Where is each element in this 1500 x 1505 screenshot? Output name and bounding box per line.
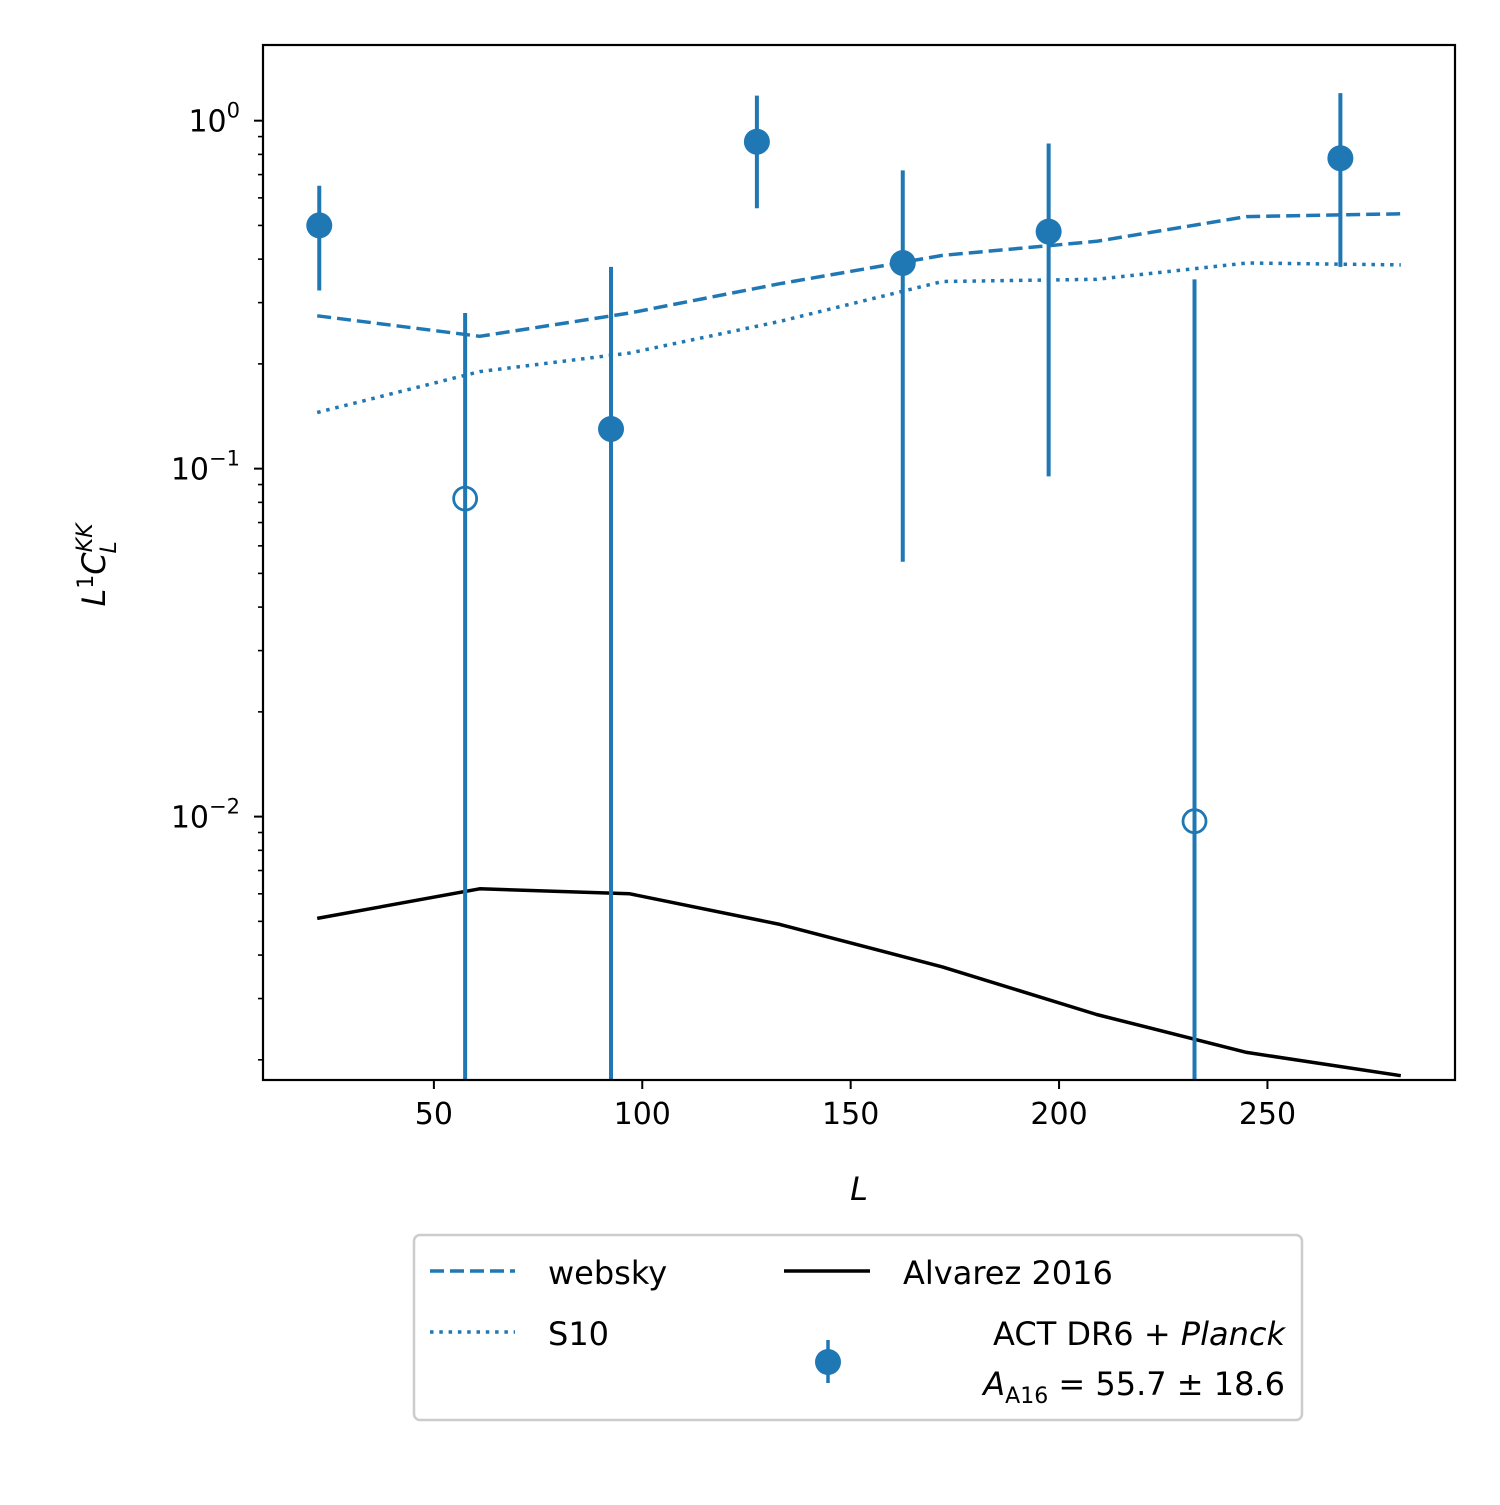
data-point-5 [889, 249, 916, 276]
x-tick-label-250: 250 [1239, 1097, 1296, 1132]
data-point-1 [306, 212, 333, 239]
y-tick-label-1: 10−1 [171, 447, 240, 488]
x-tick-label-50: 50 [415, 1097, 453, 1132]
x-axis-label: L [850, 1170, 868, 1208]
data-point-4 [743, 128, 770, 155]
y-axis-label: L1CKKL [73, 522, 122, 607]
x-tick-label-100: 100 [614, 1097, 671, 1132]
axes-frame [261, 43, 1457, 1082]
legend-act-marker [815, 1349, 841, 1375]
x-axis-ticks: 50 100 150 200 250 [415, 1080, 1296, 1132]
series-line-websky [316, 212, 1401, 339]
legend-alvarez-label: Alvarez 2016 [903, 1254, 1113, 1292]
legend-act-label: ACT DR6 + Planck [993, 1315, 1286, 1353]
legend-amplitude-label: AA16 = 55.7 ± 18.6 [981, 1365, 1285, 1409]
x-tick-label-200: 200 [1030, 1097, 1087, 1132]
series-line-alvarez-2016 [316, 887, 1402, 1078]
y-axis-ticks: 100 10−1 10−2 [171, 99, 263, 1061]
data-point-6 [1035, 218, 1062, 245]
legend-frame [412, 1233, 1304, 1422]
data-point-3 [598, 415, 625, 442]
legend: websky S10 Alvarez 2016 ACT DR6 + Planck… [412, 1233, 1304, 1422]
x-tick-label-150: 150 [822, 1097, 879, 1132]
data-point-7 [1181, 808, 1208, 835]
legend-s10-label: S10 [548, 1315, 609, 1353]
data-point-2 [452, 485, 479, 512]
legend-websky-label: websky [548, 1254, 667, 1292]
plot-content [306, 93, 1402, 1080]
plot-area [306, 93, 1402, 1080]
y-tick-label-2: 10−2 [171, 795, 240, 836]
y-tick-label-0: 100 [188, 99, 240, 140]
data-point-8 [1327, 145, 1354, 172]
